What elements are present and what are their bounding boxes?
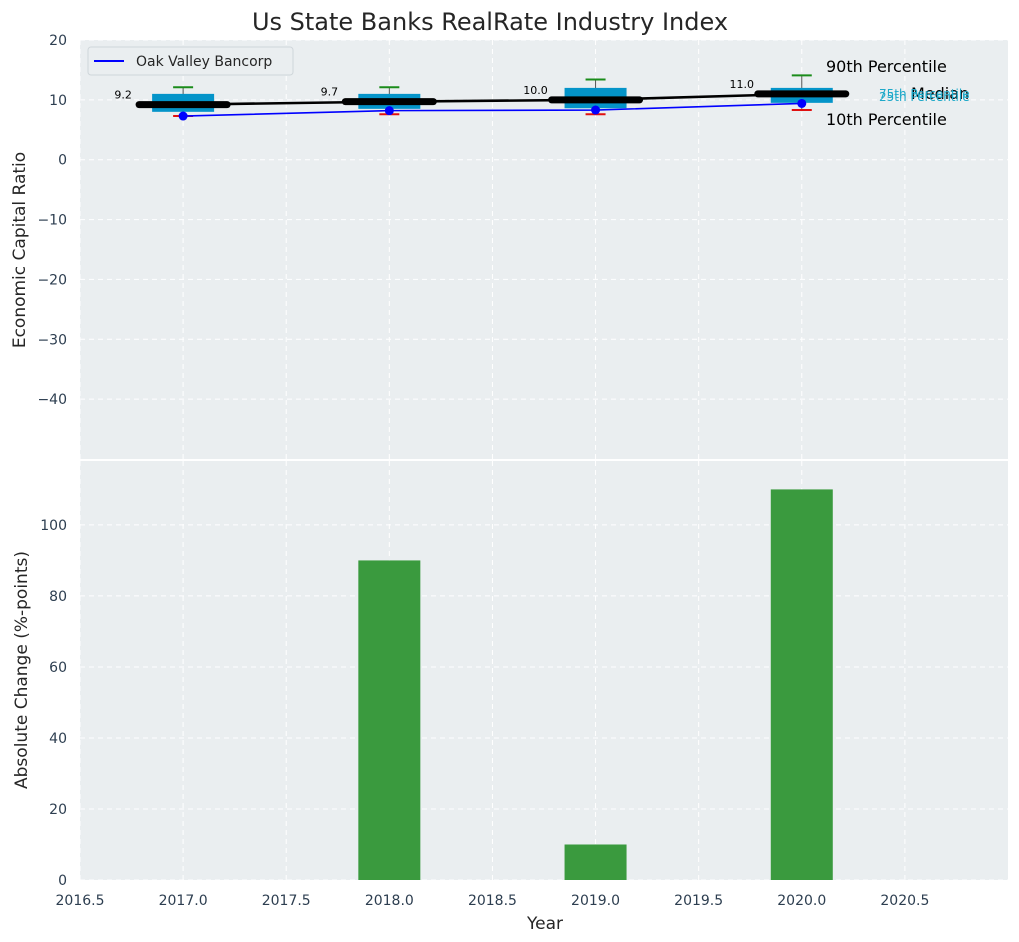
- series-point-oak-valley-bancorp-2019: [591, 105, 601, 115]
- top-y-tick-label-0: 20: [49, 33, 67, 49]
- bottom-y-tick-label-3: 60: [49, 660, 67, 676]
- x-tick-label-5: 2019.0: [571, 893, 620, 909]
- x-tick-label-8: 2020.5: [880, 893, 929, 909]
- bar-2019: [564, 844, 627, 880]
- x-tick-label-7: 2020.0: [777, 893, 826, 909]
- median-value-label-2019: 10.0: [523, 84, 548, 97]
- series-lines: [178, 92, 807, 121]
- bottom-grid: [79, 461, 1008, 881]
- legend: Oak Valley Bancorp: [87, 46, 294, 76]
- x-axis-label: Year: [526, 914, 563, 934]
- x-tick-label-3: 2018.0: [365, 893, 414, 909]
- x-tick-label-4: 2018.5: [468, 893, 517, 909]
- series-point-oak-valley-bancorp-2020: [797, 98, 807, 108]
- annotation-p90: 90th Percentile: [826, 57, 947, 76]
- series-line-oak-valley-bancorp: [183, 102, 802, 117]
- legend-box: [87, 46, 294, 76]
- top-y-tick-label-4: −20: [37, 272, 67, 288]
- annotation-p10: 10th Percentile: [826, 110, 947, 129]
- top-y-tick-label-2: 0: [58, 153, 67, 169]
- bottom-y-tick-label-4: 80: [49, 589, 67, 605]
- bar-2020: [770, 489, 833, 880]
- median-value-label-2018: 9.7: [321, 86, 339, 99]
- top-y-ticks: 20 10 0 −10 −20 −30 −40: [37, 33, 67, 408]
- x-tick-label-1: 2017.0: [159, 893, 208, 909]
- bar-2018: [358, 560, 421, 880]
- series-point-oak-valley-bancorp-2018: [384, 106, 394, 116]
- bottom-y-tick-label-2: 40: [49, 731, 67, 747]
- median-value-label-2017: 9.2: [114, 89, 132, 102]
- bottom-y-axis-label: Absolute Change (%-points): [12, 551, 32, 789]
- bottom-y-tick-label-0: 0: [58, 873, 67, 889]
- top-y-tick-label-3: −10: [37, 213, 67, 229]
- top-y-tick-label-5: −30: [37, 332, 67, 348]
- bottom-plot-area: [80, 461, 1008, 880]
- bottom-y-ticks: 0 20 40 60 80 100: [40, 518, 67, 889]
- series-line-median: [183, 92, 802, 106]
- top-y-tick-label-6: −40: [37, 392, 67, 408]
- x-tick-label-0: 2016.5: [56, 893, 105, 909]
- median-value-label-2020: 11.0: [730, 78, 755, 91]
- top-y-tick-label-1: 10: [49, 93, 67, 109]
- annotation-p75: 75th Percentile: [879, 87, 970, 101]
- bottom-y-tick-label-5: 100: [40, 518, 67, 534]
- bottom-y-tick-label-1: 20: [49, 802, 67, 818]
- series-point-oak-valley-bancorp-2017: [178, 111, 188, 121]
- annotation-median: Median: [911, 84, 969, 103]
- chart-title: Us State Banks RealRate Industry Index: [252, 8, 728, 36]
- bars: [358, 489, 833, 880]
- x-ticks: 2016.5 2017.0 2017.5 2018.0 2018.5 2019.0 2019…: [56, 893, 930, 909]
- legend-label-oak-valley: Oak Valley Bancorp: [136, 54, 272, 70]
- x-tick-label-2: 2017.5: [262, 893, 311, 909]
- x-tick-label-6: 2019.5: [674, 893, 723, 909]
- annotation-p25: 25th Percentile: [879, 90, 970, 104]
- top-y-axis-label: Economic Capital Ratio: [10, 152, 30, 348]
